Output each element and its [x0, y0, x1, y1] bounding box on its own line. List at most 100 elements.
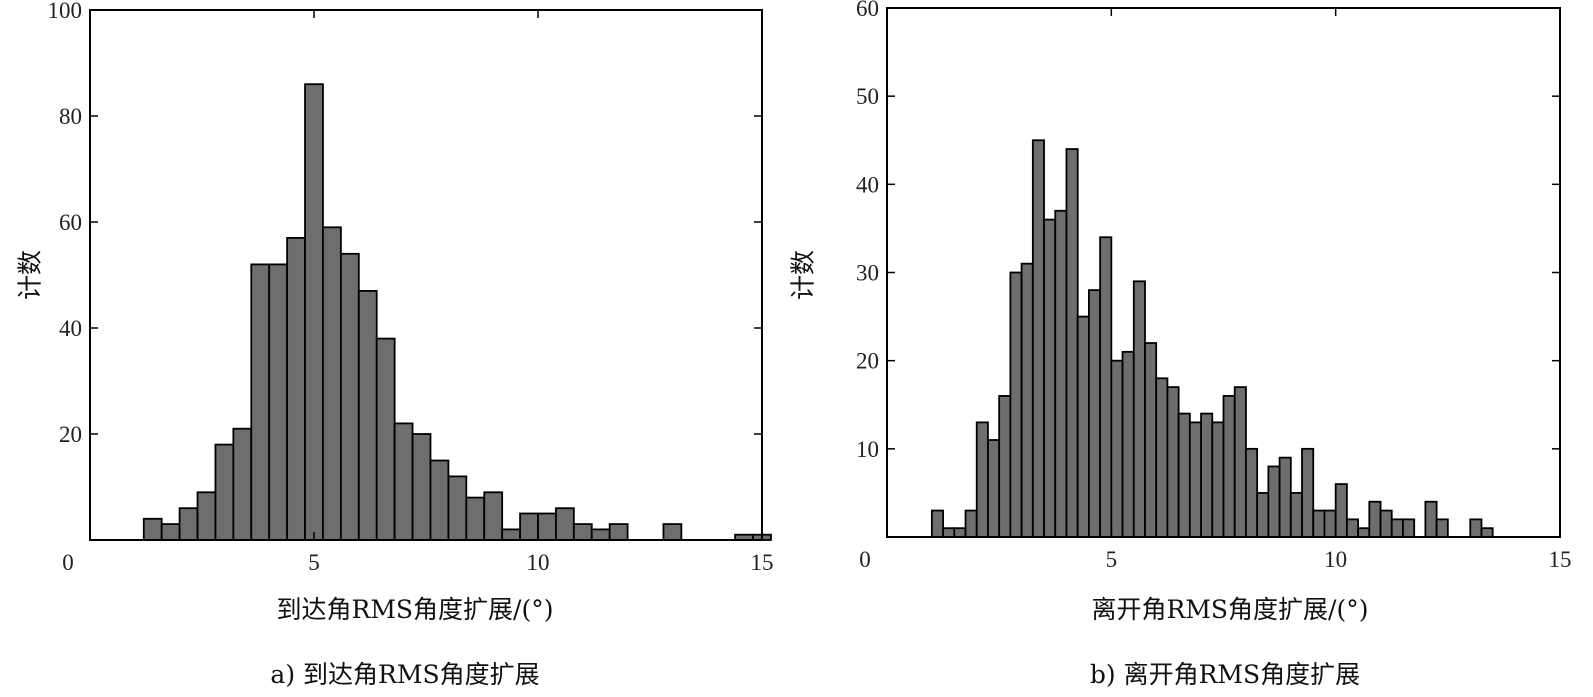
histogram-bar	[1121, 350, 1135, 538]
x-axis-label: 离开角RMS角度扩展/(°)	[1092, 595, 1369, 624]
histogram-bar	[537, 512, 557, 541]
histogram-bar	[1076, 315, 1090, 538]
histogram-bar	[975, 421, 989, 538]
tick-labels-group: 0 5 10 15 10 20 30 40 50 60	[856, 0, 1572, 572]
y-tick-label: 80	[59, 104, 82, 129]
ticks-group	[89, 9, 763, 541]
y-tick-label: 60	[59, 210, 82, 235]
y-tick-label: 20	[59, 422, 82, 447]
histogram-bar	[178, 507, 199, 541]
histogram-bar	[304, 83, 324, 541]
x-axis-label: 到达角RMS角度扩展/(°)	[277, 595, 554, 624]
y-tick-label: 60	[856, 0, 879, 21]
histogram-bar	[942, 527, 956, 538]
histogram-bar	[196, 491, 217, 541]
histogram-bar	[1233, 386, 1247, 538]
histogram-bar	[1144, 342, 1158, 538]
x-tick-label: 15	[751, 550, 774, 575]
x-tick-label: 10	[1324, 547, 1347, 572]
histogram-bar	[1065, 148, 1079, 538]
y-tick-label: 50	[856, 84, 879, 109]
y-tick-label: 10	[856, 437, 879, 462]
tick-labels-group: 0 5 10 15 20 40 60 80 100	[48, 0, 774, 575]
y-tick-label: 30	[856, 261, 879, 286]
bars-group	[142, 83, 772, 541]
ticks-group	[886, 7, 1561, 538]
histogram-bar	[1110, 359, 1124, 538]
histogram-bar	[214, 443, 235, 541]
histogram-bar	[411, 433, 432, 541]
histogram-bar	[1245, 447, 1259, 538]
histogram-bar	[1031, 139, 1045, 538]
histogram-bar	[555, 507, 575, 541]
histogram-bar	[483, 491, 504, 541]
histogram-bar	[501, 528, 521, 541]
histogram-bar	[268, 263, 289, 541]
histogram-bar	[1099, 236, 1113, 538]
histogram-bar	[1256, 492, 1270, 538]
histogram-bar	[1267, 465, 1281, 538]
histogram-bar	[964, 509, 978, 538]
histogram-bar	[1054, 209, 1068, 538]
x-tick-label: 15	[1549, 547, 1572, 572]
histogram-bar	[1345, 518, 1360, 538]
histogram-bar	[1222, 395, 1236, 538]
histogram-bar	[1155, 377, 1169, 538]
histogram-bar	[250, 263, 271, 541]
histogram-bar	[1166, 386, 1180, 538]
histogram-bar	[1480, 527, 1494, 538]
plot-frame	[89, 9, 763, 541]
histogram-bar	[1211, 421, 1225, 538]
histogram-bar	[590, 528, 611, 541]
y-tick-label: 20	[856, 349, 879, 374]
histogram-bar	[1020, 262, 1034, 538]
histogram-bar	[1368, 500, 1382, 538]
x-tick-label: 0	[62, 550, 74, 575]
histogram-bar	[1301, 447, 1315, 538]
histogram-bar	[1402, 518, 1416, 538]
histogram-bar	[1390, 518, 1404, 538]
histogram-bar	[1435, 518, 1449, 538]
histogram-bar	[930, 509, 944, 538]
histogram-bar	[160, 523, 181, 541]
y-axis-label: 计数	[789, 250, 818, 300]
histogram-bar	[1469, 518, 1483, 538]
histogram-bar	[339, 252, 360, 541]
histogram-bar	[1357, 527, 1371, 538]
histogram-bar	[987, 439, 1001, 538]
histogram-bar	[142, 517, 163, 541]
histogram-bar	[998, 395, 1012, 538]
histogram-bar	[662, 523, 683, 541]
y-axis-label: 计数	[16, 250, 45, 300]
histogram-bar	[1334, 483, 1348, 538]
x-tick-label: 0	[859, 547, 871, 572]
histogram-bar	[447, 475, 468, 541]
x-tick-label: 5	[308, 550, 320, 575]
histogram-bar	[519, 512, 539, 541]
histogram-bar	[1132, 280, 1146, 538]
histogram-bar	[953, 527, 967, 538]
y-tick-label: 100	[48, 0, 83, 23]
histogram-bar	[1312, 509, 1326, 538]
y-tick-label: 40	[856, 172, 879, 197]
histogram-bar	[393, 422, 414, 541]
y-tick-label: 40	[59, 316, 82, 341]
histogram-bar	[322, 226, 342, 541]
histogram-bar	[375, 337, 396, 541]
histogram-bar	[1424, 500, 1438, 538]
x-tick-label: 5	[1106, 547, 1118, 572]
histogram-bar	[286, 236, 306, 541]
histogram-bar	[1278, 456, 1292, 538]
histogram-bar	[1177, 412, 1191, 538]
histogram-bar	[1088, 289, 1102, 538]
histogram-bar	[572, 523, 593, 541]
histogram-bar	[1289, 492, 1303, 538]
histogram-bar	[608, 523, 629, 541]
histogram-bar	[1379, 509, 1393, 538]
histogram-bar	[1200, 412, 1214, 538]
chart-departure-angle-spread: 0 5 10 15 10 20 30 40 50 60 计数 离开角RMS角度扩展/(°) b) …	[789, 0, 1572, 689]
histogram-bar	[232, 427, 253, 541]
histogram-bar	[1188, 421, 1202, 538]
histogram-bar	[1043, 218, 1057, 538]
